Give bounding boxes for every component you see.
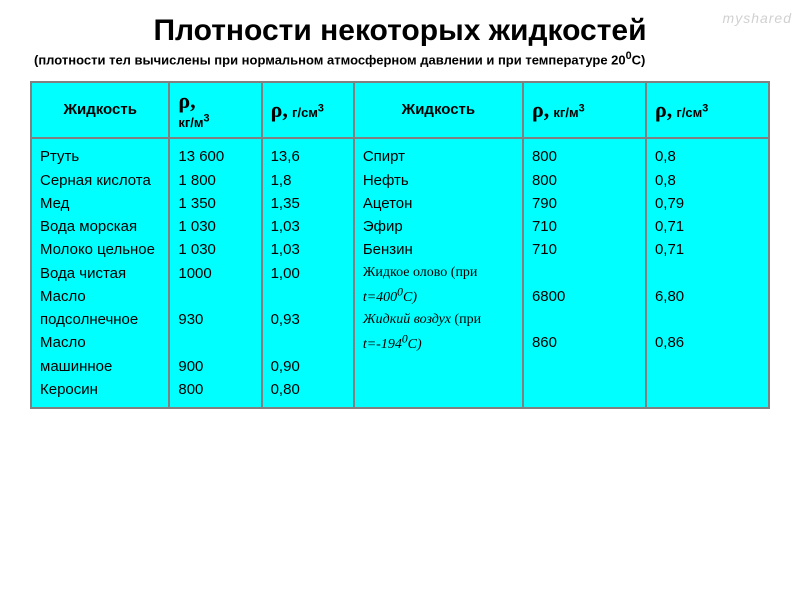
density-value: 710 [532, 215, 637, 238]
rho-symbol: ρ, [655, 97, 672, 122]
special-pre: Жидкий воздух [363, 312, 455, 327]
rho-symbol: ρ, [178, 88, 195, 113]
liquid-name: Эфир [363, 215, 514, 238]
slide-container: Плотности некоторых жидкостей (плотности… [0, 0, 800, 419]
density-value: 860 [532, 331, 637, 354]
unit-gcm3: г/см [292, 105, 318, 120]
cell-right-liquids: Спирт Нефть Ацетон Эфир Бензин Жидкое ол… [354, 138, 523, 408]
subtitle-post: С) [632, 52, 646, 67]
unit-gcm3: г/см [676, 105, 702, 120]
col-header-kgm3-2: ρ, кг/м3 [523, 82, 646, 138]
density-value: 0,80 [271, 378, 345, 401]
density-value [271, 285, 345, 308]
special-pre: Жидкое олово (при [363, 265, 478, 280]
unit-kgm3: кг/м [553, 105, 578, 120]
density-value: 930 [178, 308, 252, 331]
density-value: 710 [532, 238, 637, 261]
density-value: 1000 [178, 262, 252, 285]
liquid-name: Ртуть [40, 145, 160, 168]
density-value: 1 350 [178, 192, 252, 215]
cell-left-kgm3: 13 600 1 800 1 350 1 030 1 030 1000 930 … [169, 138, 261, 408]
col-header-gcm3-2: ρ, г/см3 [646, 82, 769, 138]
sup3: 3 [204, 113, 210, 125]
density-value: 0,90 [271, 355, 345, 378]
density-value: 800 [532, 169, 637, 192]
density-value: 0,79 [655, 192, 760, 215]
liquid-name: Вода морская [40, 215, 160, 238]
density-value: 1,8 [271, 169, 345, 192]
density-value: 0,71 [655, 238, 760, 261]
col-header-liquid-1: Жидкость [31, 82, 169, 138]
table-data-row: Ртуть Серная кислота Мед Вода морская Мо… [31, 138, 769, 408]
special-post: С) [403, 290, 417, 305]
density-value [532, 262, 637, 285]
density-value [178, 285, 252, 308]
liquid-name: Молоко цельное [40, 238, 160, 261]
cell-left-liquids: Ртуть Серная кислота Мед Вода морская Мо… [31, 138, 169, 408]
liquid-name: Керосин [40, 378, 160, 401]
density-value: 1 030 [178, 238, 252, 261]
density-value: 1,03 [271, 238, 345, 261]
liquid-name: Масло подсолнечное [40, 285, 160, 332]
density-value: 6800 [532, 285, 637, 308]
sup3: 3 [579, 103, 585, 115]
cell-right-kgm3: 800 800 790 710 710 6800 860 [523, 138, 646, 408]
rho-symbol: ρ, [271, 97, 288, 122]
density-value [655, 262, 760, 285]
rho-symbol: ρ, [532, 97, 549, 122]
cell-left-gcm3: 13,6 1,8 1,35 1,03 1,03 1,00 0,93 0,90 0… [262, 138, 354, 408]
density-value: 0,8 [655, 169, 760, 192]
special-post: С) [408, 337, 422, 352]
special-t: t=-194 [363, 337, 402, 352]
density-value: 6,80 [655, 285, 760, 308]
slide-title: Плотности некоторых жидкостей [30, 14, 770, 48]
special-mid: (при [454, 312, 481, 327]
density-value: 0,86 [655, 331, 760, 354]
density-value: 790 [532, 192, 637, 215]
density-value: 0,71 [655, 215, 760, 238]
density-value: 1 800 [178, 169, 252, 192]
table-header-row: Жидкость ρ, кг/м3 ρ, г/см3 Жидкость ρ, к… [31, 82, 769, 138]
density-value: 1,03 [271, 215, 345, 238]
density-value [178, 331, 252, 354]
density-value: 1,35 [271, 192, 345, 215]
col-header-gcm3-1: ρ, г/см3 [262, 82, 354, 138]
col-header-kgm3-1: ρ, кг/м3 [169, 82, 261, 138]
cell-right-gcm3: 0,8 0,8 0,79 0,71 0,71 6,80 0,86 [646, 138, 769, 408]
density-value: 800 [178, 378, 252, 401]
sup3: 3 [702, 103, 708, 115]
density-value [532, 308, 637, 331]
density-value [655, 308, 760, 331]
liquid-name-special: Жидкое олово (при t=4000С) [363, 262, 514, 309]
density-value: 1 030 [178, 215, 252, 238]
liquid-name: Масло машинное [40, 331, 160, 378]
special-t: t=400 [363, 290, 397, 305]
sup3: 3 [318, 103, 324, 115]
liquid-name: Мед [40, 192, 160, 215]
density-table: Жидкость ρ, кг/м3 ρ, г/см3 Жидкость ρ, к… [30, 81, 770, 409]
density-value: 900 [178, 355, 252, 378]
liquid-name: Нефть [363, 169, 514, 192]
liquid-name: Вода чистая [40, 262, 160, 285]
density-value: 800 [532, 145, 637, 168]
slide-subtitle: (плотности тел вычислены при нормальном … [30, 50, 770, 67]
liquid-name: Спирт [363, 145, 514, 168]
density-value: 1,00 [271, 262, 345, 285]
liquid-name: Бензин [363, 238, 514, 261]
subtitle-pre: (плотности тел вычислены при нормальном … [34, 52, 626, 67]
density-value: 13 600 [178, 145, 252, 168]
density-value: 0,8 [655, 145, 760, 168]
liquid-name: Серная кислота [40, 169, 160, 192]
density-value: 0,93 [271, 308, 345, 331]
unit-kgm3: кг/м [178, 115, 203, 130]
liquid-name-special: Жидкий воздух (при t=-1940С) [363, 309, 514, 356]
density-value [271, 331, 345, 354]
liquid-name: Ацетон [363, 192, 514, 215]
density-value: 13,6 [271, 145, 345, 168]
col-header-liquid-2: Жидкость [354, 82, 523, 138]
